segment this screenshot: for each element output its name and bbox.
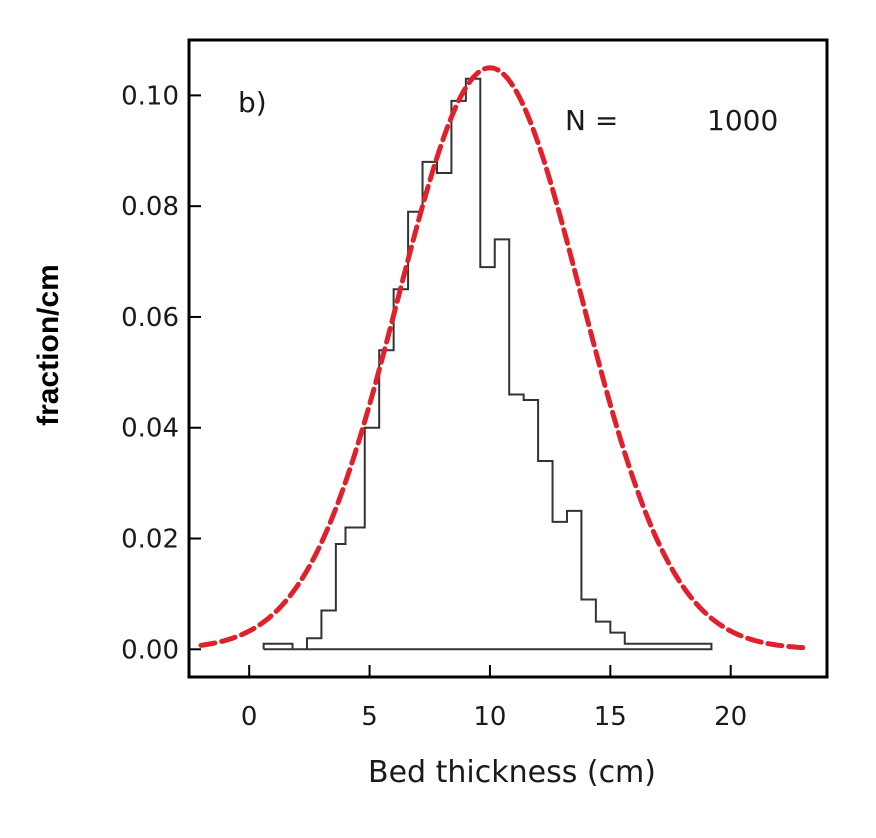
- x-tick-label: 15: [594, 702, 627, 732]
- y-axis-title: fraction/cm: [32, 264, 65, 426]
- histogram-bar: [394, 289, 408, 649]
- histogram-bar: [509, 395, 523, 650]
- histogram-bar: [596, 622, 610, 650]
- histogram-bar: [697, 644, 711, 650]
- y-tick-label: 0.04: [121, 414, 179, 444]
- histogram-outline: [262, 77, 713, 651]
- histogram-bar: [345, 527, 364, 649]
- x-tick-label: 5: [361, 702, 378, 732]
- histogram-bar: [423, 162, 437, 649]
- histogram-bar: [264, 644, 293, 650]
- histogram-bar: [480, 267, 494, 649]
- histogram-bar: [639, 644, 653, 650]
- histogram-bar: [610, 633, 624, 650]
- normal-curve-line: [198, 65, 806, 651]
- histogram-bar: [466, 79, 480, 650]
- histogram-bar: [365, 428, 379, 650]
- plot-border: [187, 38, 829, 679]
- histogram-bar: [683, 644, 697, 650]
- x-tick-label: 0: [241, 702, 258, 732]
- histogram-bar: [581, 599, 595, 649]
- y-tick-label: 0.00: [121, 635, 179, 665]
- sample-size-label: N =: [565, 104, 618, 137]
- histogram-bar: [451, 101, 465, 649]
- histogram-bar: [567, 511, 581, 649]
- plot-frame: [187, 38, 829, 679]
- histogram-bar: [553, 522, 567, 649]
- y-tick-label: 0.02: [121, 525, 179, 555]
- histogram-bar: [668, 644, 682, 650]
- histogram-bar: [307, 638, 321, 649]
- histogram-bar: [336, 544, 346, 649]
- x-axis-title: Bed thickness (cm): [368, 755, 656, 790]
- histogram-bar: [437, 173, 451, 649]
- y-tick-label: 0.08: [121, 192, 179, 222]
- histogram-bar: [625, 644, 639, 650]
- y-tick-label: 0.06: [121, 303, 179, 333]
- histogram-bar: [538, 461, 552, 649]
- panel-label: b): [238, 86, 267, 119]
- histogram-bar: [408, 212, 422, 650]
- histogram-bar: [495, 239, 509, 649]
- sample-size-value: 1000: [707, 104, 778, 137]
- histogram-series: [262, 77, 713, 651]
- x-tick-label: 10: [473, 702, 506, 732]
- axis-ticks: 0.00 0.02 0.04 0.06 0.08 0.10 0 5 10 15 20: [121, 81, 747, 732]
- normal-fit-curve: [198, 65, 806, 651]
- y-tick-label: 0.10: [121, 81, 179, 111]
- histogram-bar: [524, 400, 538, 649]
- histogram-bar: [321, 611, 335, 650]
- x-tick-label: 20: [714, 702, 747, 732]
- histogram-bar: [654, 644, 668, 650]
- histogram-bar: [379, 350, 393, 649]
